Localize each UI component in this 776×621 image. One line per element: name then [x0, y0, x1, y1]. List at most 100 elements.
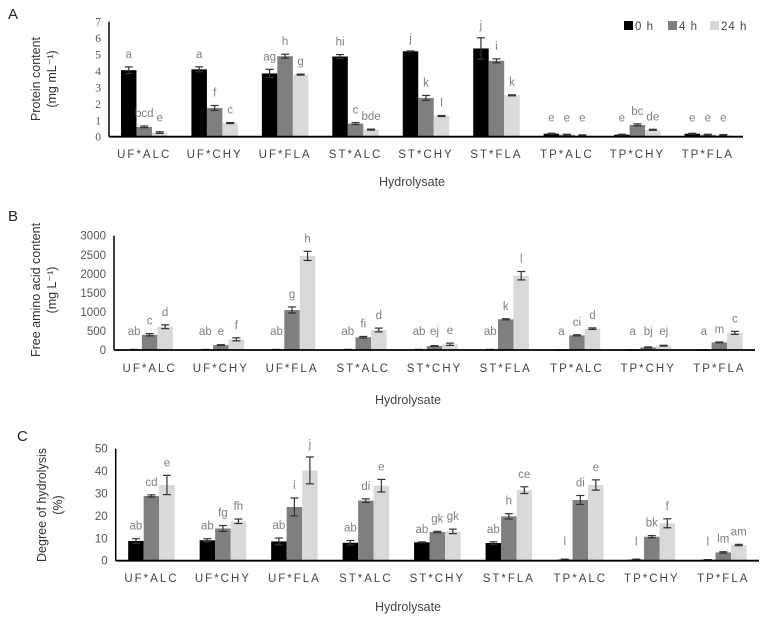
x-tick-label: ST*FLA	[483, 573, 535, 585]
significance-letter: e	[619, 113, 625, 125]
significance-letter: ab	[128, 326, 141, 338]
bar-group: a bj ej	[624, 326, 672, 351]
bar-0h	[199, 540, 216, 561]
x-tick-label: TP*FLA	[682, 149, 734, 161]
x-tick-label: ST*ALC	[329, 149, 383, 161]
bar-group: ab i j	[271, 439, 318, 561]
significance-letter: c	[353, 105, 359, 117]
bar-24h	[442, 344, 458, 350]
y-tick-label: 1000	[80, 307, 106, 319]
bar-4h	[488, 60, 505, 137]
y-axis-title-a-line1: Protein content	[29, 36, 43, 121]
x-tick-label: ST*CHY	[407, 363, 462, 375]
significance-letter: fg	[218, 508, 228, 520]
significance-letter: e	[579, 113, 585, 125]
significance-letter: e	[564, 113, 570, 125]
bar-24h	[584, 328, 601, 350]
significance-letter: e	[689, 113, 695, 125]
significance-letter: bcd	[135, 108, 154, 120]
significance-letter: m	[715, 324, 725, 336]
bar-4h	[355, 337, 372, 350]
significance-letter: a	[196, 49, 203, 61]
y-tick-label: 30	[95, 489, 108, 501]
bar-24h	[228, 339, 245, 350]
bar-24h	[445, 531, 461, 561]
bar-24h	[363, 129, 379, 137]
bar-group: a fc	[191, 49, 238, 137]
bar-24h	[645, 129, 661, 137]
bar-24h	[659, 523, 676, 561]
bar-24h	[230, 521, 247, 561]
significance-letter: e	[447, 325, 453, 337]
significance-letter: bk	[646, 518, 658, 530]
significance-letter: cd	[145, 477, 157, 489]
y-axis-title-c-line2: (%)	[51, 495, 65, 514]
legend-swatch-24h	[710, 21, 719, 30]
significance-letter: ab	[130, 521, 143, 533]
y-tick-label: 0	[100, 345, 106, 357]
bar-24h	[373, 485, 390, 561]
significance-letter: i	[495, 41, 498, 53]
x-tick-label: UF*CHY	[187, 149, 243, 161]
significance-letter: ej	[430, 326, 439, 338]
x-axis-title-b: Hydrolysate	[375, 393, 441, 407]
significance-letter: ab	[344, 523, 357, 535]
bar-4h	[497, 319, 514, 350]
y-axis-title-c: Degree of hydrolysis (%)	[35, 448, 65, 562]
y-tick-label: 10	[95, 533, 108, 545]
x-tick-label: UF*ALC	[124, 573, 178, 585]
significance-letter: a	[629, 326, 636, 338]
bar-group: acid	[553, 310, 601, 351]
significance-letter: e	[157, 113, 163, 125]
bar-group: ab ej e	[411, 325, 458, 351]
y-tick-label: 50	[95, 444, 108, 456]
y-axis-title-a-line2: (mg mL⁻¹)	[45, 50, 59, 107]
significance-letter: gk	[447, 511, 459, 523]
significance-letter: bc	[631, 106, 643, 118]
bar-0h	[128, 540, 144, 561]
bar-group: ebc de	[614, 106, 661, 137]
significance-letter: e	[548, 113, 554, 125]
significance-letter: f	[666, 501, 670, 513]
significance-letter: c	[732, 313, 738, 325]
significance-letter: ab	[415, 524, 428, 536]
significance-letter: k	[423, 77, 429, 89]
y-axis-title-c-line1: Degree of hydrolysis	[35, 448, 49, 562]
legend-label-0h: 0 h	[635, 21, 654, 33]
bar-4h	[213, 345, 229, 350]
significance-letter: h	[304, 233, 310, 245]
significance-letter: di	[361, 481, 370, 493]
bar-0h	[414, 542, 430, 561]
significance-letter: a	[558, 326, 565, 338]
legend-swatch-0h	[624, 21, 633, 30]
y-axis-title-b-line1: Free amino acid content	[29, 222, 43, 357]
x-tick-label: TP*ALC	[554, 573, 608, 585]
significance-letter: j	[479, 20, 483, 32]
bar-4h	[711, 342, 728, 350]
x-tick-label: ST*FLA	[470, 149, 522, 161]
x-tick-label: TP*CHY	[620, 363, 675, 375]
x-tick-label: ST*CHY	[398, 149, 453, 161]
bar-4h	[715, 552, 732, 561]
x-tick-label: UF*FLA	[259, 149, 312, 161]
significance-letter: ab	[484, 326, 497, 338]
y-tick-label: 500	[87, 326, 106, 338]
panel-letter-a: A	[8, 6, 18, 23]
bar-0h	[543, 133, 560, 137]
significance-letter: ag	[263, 51, 276, 63]
x-tick-label: UF*FLA	[266, 363, 319, 375]
bar-0h	[120, 70, 137, 137]
x-tick-label: TP*CHY	[624, 573, 679, 585]
significance-letter: di	[576, 478, 585, 490]
significance-letter: l	[635, 537, 638, 549]
significance-letter: bj	[644, 326, 653, 338]
x-tick-label: UF*CHY	[193, 363, 249, 375]
y-tick-label: 40	[95, 466, 108, 478]
significance-letter: d	[162, 307, 168, 319]
y-tick-label: 3	[95, 82, 101, 94]
significance-letter: e	[593, 462, 599, 474]
